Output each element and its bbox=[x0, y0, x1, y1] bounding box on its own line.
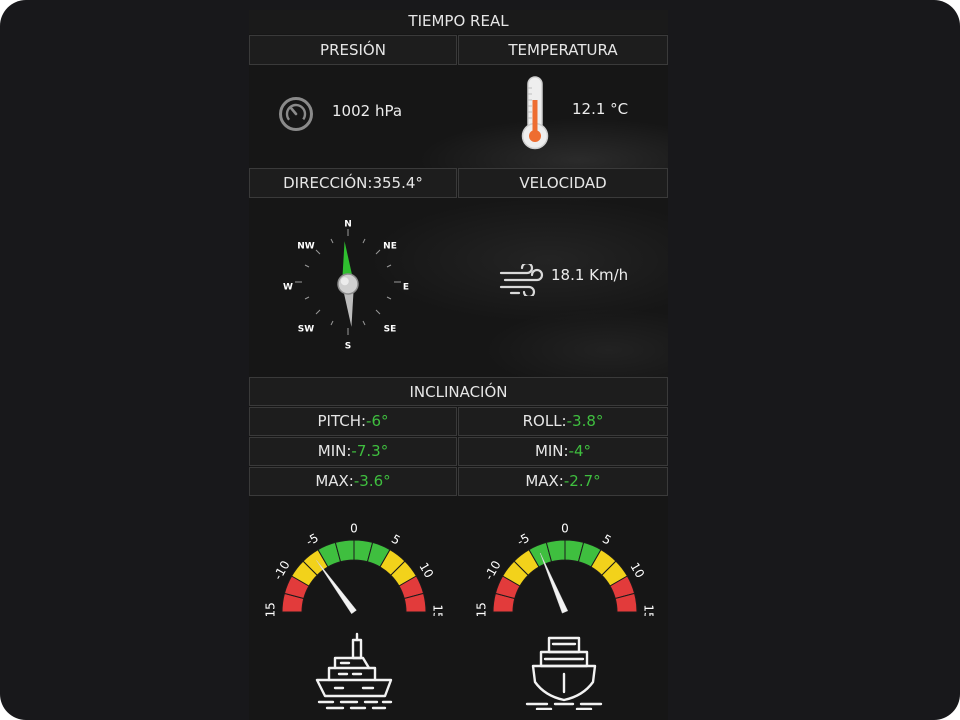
roll-value: -3.8° bbox=[566, 412, 604, 430]
roll-min-value: -4° bbox=[568, 442, 592, 460]
roll-gauge-tick-label: 0 bbox=[561, 522, 569, 536]
weather-panel: TIEMPO REAL PRESIÓN TEMPERATURA 1002 hPa… bbox=[249, 10, 668, 720]
ship-front-icon bbox=[525, 636, 603, 710]
temperature-header: TEMPERATURA bbox=[458, 35, 668, 65]
roll-max-row: MAX:-2.7° bbox=[458, 467, 668, 496]
pitch-max-row: MAX:-3.6° bbox=[249, 467, 457, 496]
compass-w: W bbox=[283, 283, 293, 293]
compass-se: SE bbox=[384, 325, 397, 335]
pitch-gauge-tick-label: -5 bbox=[304, 531, 321, 549]
roll-label: ROLL: bbox=[522, 412, 567, 430]
pitch-gauge-segment bbox=[403, 592, 427, 613]
pitch-min-row: MIN:-7.3° bbox=[249, 437, 457, 466]
pitch-gauge-tick-label: 5 bbox=[389, 532, 403, 548]
realtime-title: TIEMPO REAL bbox=[408, 12, 509, 30]
compass-sw: SW bbox=[298, 325, 314, 335]
temperature-value: 12.1 °C bbox=[572, 100, 629, 118]
roll-max-label: MAX: bbox=[525, 472, 564, 490]
roll-max-value: -2.7° bbox=[563, 472, 601, 490]
compass-s: S bbox=[345, 342, 351, 352]
direction-label: DIRECCIÓN: bbox=[283, 174, 373, 192]
wind-icon bbox=[499, 264, 544, 296]
realtime-header: TIEMPO REAL bbox=[249, 10, 668, 34]
roll-gauge-tick-label: -10 bbox=[482, 558, 504, 582]
roll-row: ROLL:-3.8° bbox=[458, 407, 668, 436]
roll-gauge: -15 -10 -5 0 5 10 15 bbox=[475, 522, 656, 617]
roll-gauge-tick-label: 10 bbox=[627, 560, 647, 580]
inclination-header: INCLINACIÓN bbox=[249, 377, 668, 406]
pressure-header: PRESIÓN bbox=[249, 35, 457, 65]
speed-header: VELOCIDAD bbox=[458, 168, 668, 198]
pitch-gauge-tick-label: 10 bbox=[416, 560, 436, 580]
ship-side-icon bbox=[315, 632, 393, 710]
gauge-icon bbox=[279, 97, 313, 131]
compass-needle bbox=[337, 241, 359, 327]
compass: N NE E SE S SW W NW bbox=[283, 220, 409, 352]
compass-n: N bbox=[344, 220, 352, 230]
pressure-value: 1002 hPa bbox=[332, 102, 403, 120]
pitch-gauge-tick-label: 15 bbox=[431, 604, 445, 616]
pitch-value: -6° bbox=[366, 412, 389, 430]
pitch-max-label: MAX: bbox=[315, 472, 354, 490]
roll-gauge-tick-label: 15 bbox=[642, 604, 656, 616]
temperature-label: TEMPERATURA bbox=[508, 41, 618, 59]
roll-gauge-tick-label: 5 bbox=[600, 532, 614, 548]
direction-value: 355.4° bbox=[372, 174, 423, 192]
pitch-max-value: -3.6° bbox=[353, 472, 391, 490]
inclination-title: INCLINACIÓN bbox=[409, 383, 508, 401]
roll-gauge-needle bbox=[539, 552, 569, 614]
pitch-row: PITCH:-6° bbox=[249, 407, 457, 436]
pitch-gauge: -15 -10 -5 0 5 10 15 bbox=[264, 522, 445, 617]
roll-min-label: MIN: bbox=[534, 442, 569, 460]
roll-gauge-segment bbox=[614, 592, 638, 613]
roll-min-row: MIN:-4° bbox=[458, 437, 668, 466]
pitch-min-value: -7.3° bbox=[351, 442, 389, 460]
roll-gauge-tick-label: -15 bbox=[475, 602, 489, 616]
speed-label: VELOCIDAD bbox=[519, 174, 607, 192]
compass-ne: NE bbox=[383, 242, 397, 252]
thermometer-icon bbox=[521, 76, 549, 150]
pitch-gauge-tick-label: -10 bbox=[271, 558, 293, 582]
compass-e: E bbox=[403, 283, 409, 293]
direction-header: DIRECCIÓN:355.4° bbox=[249, 168, 457, 198]
pitch-min-label: MIN: bbox=[317, 442, 352, 460]
compass-nw: NW bbox=[297, 242, 315, 252]
pitch-gauge-tick-label: 0 bbox=[350, 522, 358, 536]
speed-value: 18.1 Km/h bbox=[551, 266, 629, 284]
pitch-gauge-needle bbox=[316, 560, 357, 615]
roll-gauge-tick-label: -5 bbox=[515, 531, 532, 549]
pressure-label: PRESIÓN bbox=[320, 41, 386, 59]
pitch-label: PITCH: bbox=[317, 412, 367, 430]
pitch-gauge-tick-label: -15 bbox=[264, 602, 278, 616]
